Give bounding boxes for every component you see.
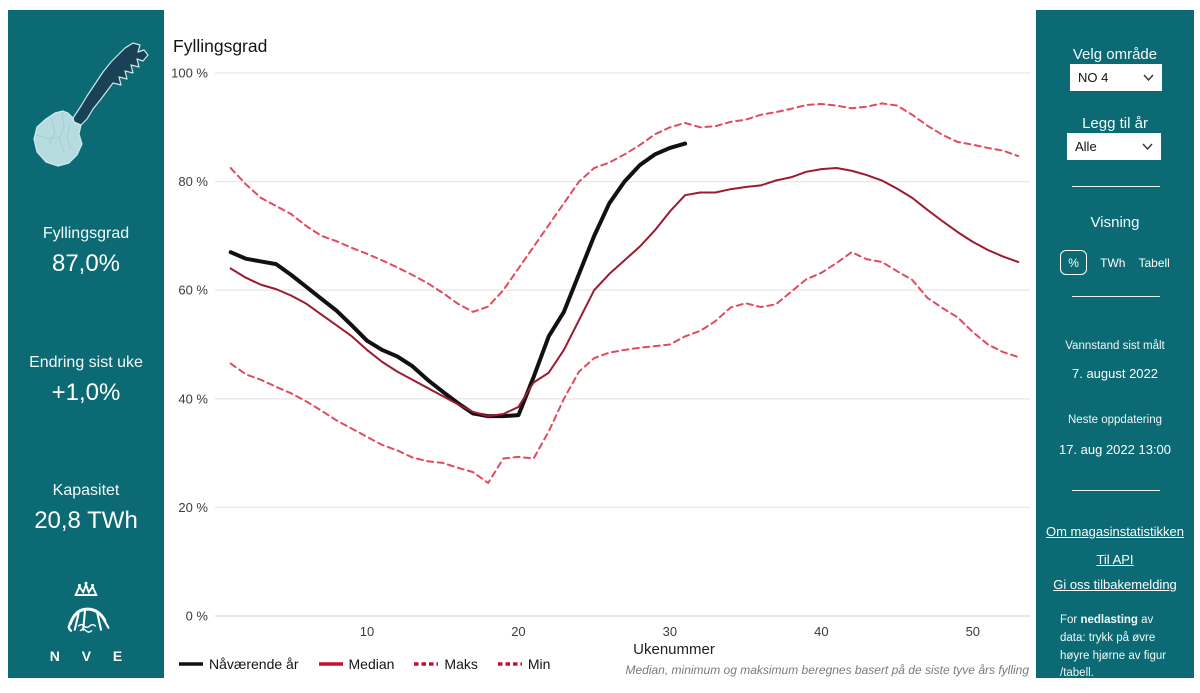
divider — [1072, 490, 1160, 491]
link-om-magasinstatistikken[interactable]: Om magasinstatistikken — [1046, 524, 1184, 539]
x-tick-label: 30 — [663, 624, 677, 639]
x-tick-label: 20 — [511, 624, 525, 639]
legend-item-median[interactable]: Median — [318, 656, 395, 672]
download-hint-post: av data: trykk på øvre høyre hjørne av f… — [1060, 614, 1167, 680]
legend-swatch — [179, 662, 203, 666]
kapasitet-value: 20,8 TWh — [34, 507, 138, 534]
x-axis-label: Ukenummer — [633, 641, 715, 658]
summary-sidebar: Fyllingsgrad 87,0% Endring sist uke +1,0… — [8, 10, 164, 678]
map-region-no4 — [72, 42, 149, 126]
visning-option-percent[interactable]: % — [1060, 250, 1088, 275]
visning-option-twh[interactable]: TWh — [1100, 255, 1126, 270]
legend-label: Maks — [444, 656, 478, 672]
legend-swatch — [414, 662, 439, 666]
velg-omrade-label: Velg område — [1072, 46, 1158, 63]
series-min — [229, 251, 1020, 484]
legg-til-ar-label: Legg til år — [1082, 115, 1148, 132]
visning-label: Visning — [1090, 214, 1140, 231]
endring-value: +1,0% — [51, 379, 121, 406]
omrade-selected-value: NO 4 — [1078, 70, 1109, 85]
legend-label: Nåværende år — [209, 656, 299, 672]
link-til-api[interactable]: Til API — [1096, 552, 1134, 567]
chevron-down-icon — [1143, 74, 1154, 81]
divider — [1072, 296, 1160, 297]
legend-item-maks[interactable]: Maks — [413, 656, 478, 672]
chevron-down-icon — [1142, 143, 1153, 150]
series-maks — [229, 102, 1020, 313]
visning-option-tabell[interactable]: Tabell — [1138, 255, 1170, 270]
map-region-south — [33, 110, 83, 167]
series-current — [228, 141, 688, 419]
chart-area: Fyllingsgrad 100 % 80 % 60 % 40 % 20 % 0 % 10 2… — [164, 0, 1036, 693]
ar-selected-value: Alle — [1075, 139, 1097, 154]
fyllingsgrad-chart: 100 % 80 % 60 % 40 % 20 % 0 % 10 20 30 40 50 — [171, 66, 1030, 639]
download-hint-bold: nedlasting — [1080, 614, 1138, 626]
y-tick-label: 80 % — [178, 174, 208, 189]
x-tick-label: 50 — [966, 624, 980, 639]
controls-sidebar: Velg område NO 4 Legg til år Alle Visnin… — [1036, 10, 1194, 679]
nve-logo-text: N V E — [49, 648, 132, 664]
fyllingsgrad-value: 87,0% — [51, 250, 121, 277]
legend-swatch — [318, 662, 343, 666]
ar-select[interactable]: Alle — [1067, 133, 1161, 160]
y-tick-label: 100 % — [171, 66, 208, 81]
legend-swatch — [497, 662, 522, 666]
omrade-select[interactable]: NO 4 — [1070, 64, 1162, 91]
link-gi-oss-tilbakemelding[interactable]: Gi oss tilbakemelding — [1053, 577, 1177, 592]
chart-footnote: Median, minimum og maksimum beregnes bas… — [625, 663, 1030, 677]
legend-item-current[interactable]: Nåværende år — [178, 656, 299, 672]
divider — [1072, 186, 1160, 187]
neste-oppdatering-label: Neste oppdatering — [1068, 414, 1162, 426]
download-hint-text: For nedlasting av data: trykk på øvre hø… — [1060, 612, 1182, 683]
x-tick-label: 40 — [814, 624, 828, 639]
vannstand-label: Vannstand sist målt — [1065, 340, 1165, 352]
fyllingsgrad-label: Fyllingsgrad — [42, 225, 130, 242]
neste-oppdatering-value: 17. aug 2022 13:00 — [1058, 442, 1172, 457]
kapasitet-label: Kapasitet — [52, 482, 120, 499]
endring-label: Endring sist uke — [29, 354, 143, 371]
download-hint-pre: For — [1060, 614, 1081, 626]
y-tick-label: 40 % — [178, 391, 208, 406]
vannstand-value: 7. august 2022 — [1071, 366, 1159, 381]
series-median — [229, 167, 1020, 418]
y-tick-label: 60 % — [178, 283, 208, 298]
x-tick-label: 10 — [360, 624, 374, 639]
legend-item-min[interactable]: Min — [497, 656, 551, 672]
chart-title: Fyllingsgrad — [173, 36, 268, 56]
legend-label: Median — [348, 656, 395, 672]
y-tick-label: 0 % — [186, 609, 209, 624]
y-tick-label: 20 % — [178, 500, 208, 515]
visning-options: % TWh Tabell — [1036, 250, 1194, 275]
chart-legend: Nåværende år Median Maks Min — [178, 656, 550, 672]
map-county-borders — [35, 111, 72, 153]
nve-logo — [8, 580, 164, 647]
norway-map — [21, 22, 151, 177]
legend-label: Min — [527, 656, 551, 672]
